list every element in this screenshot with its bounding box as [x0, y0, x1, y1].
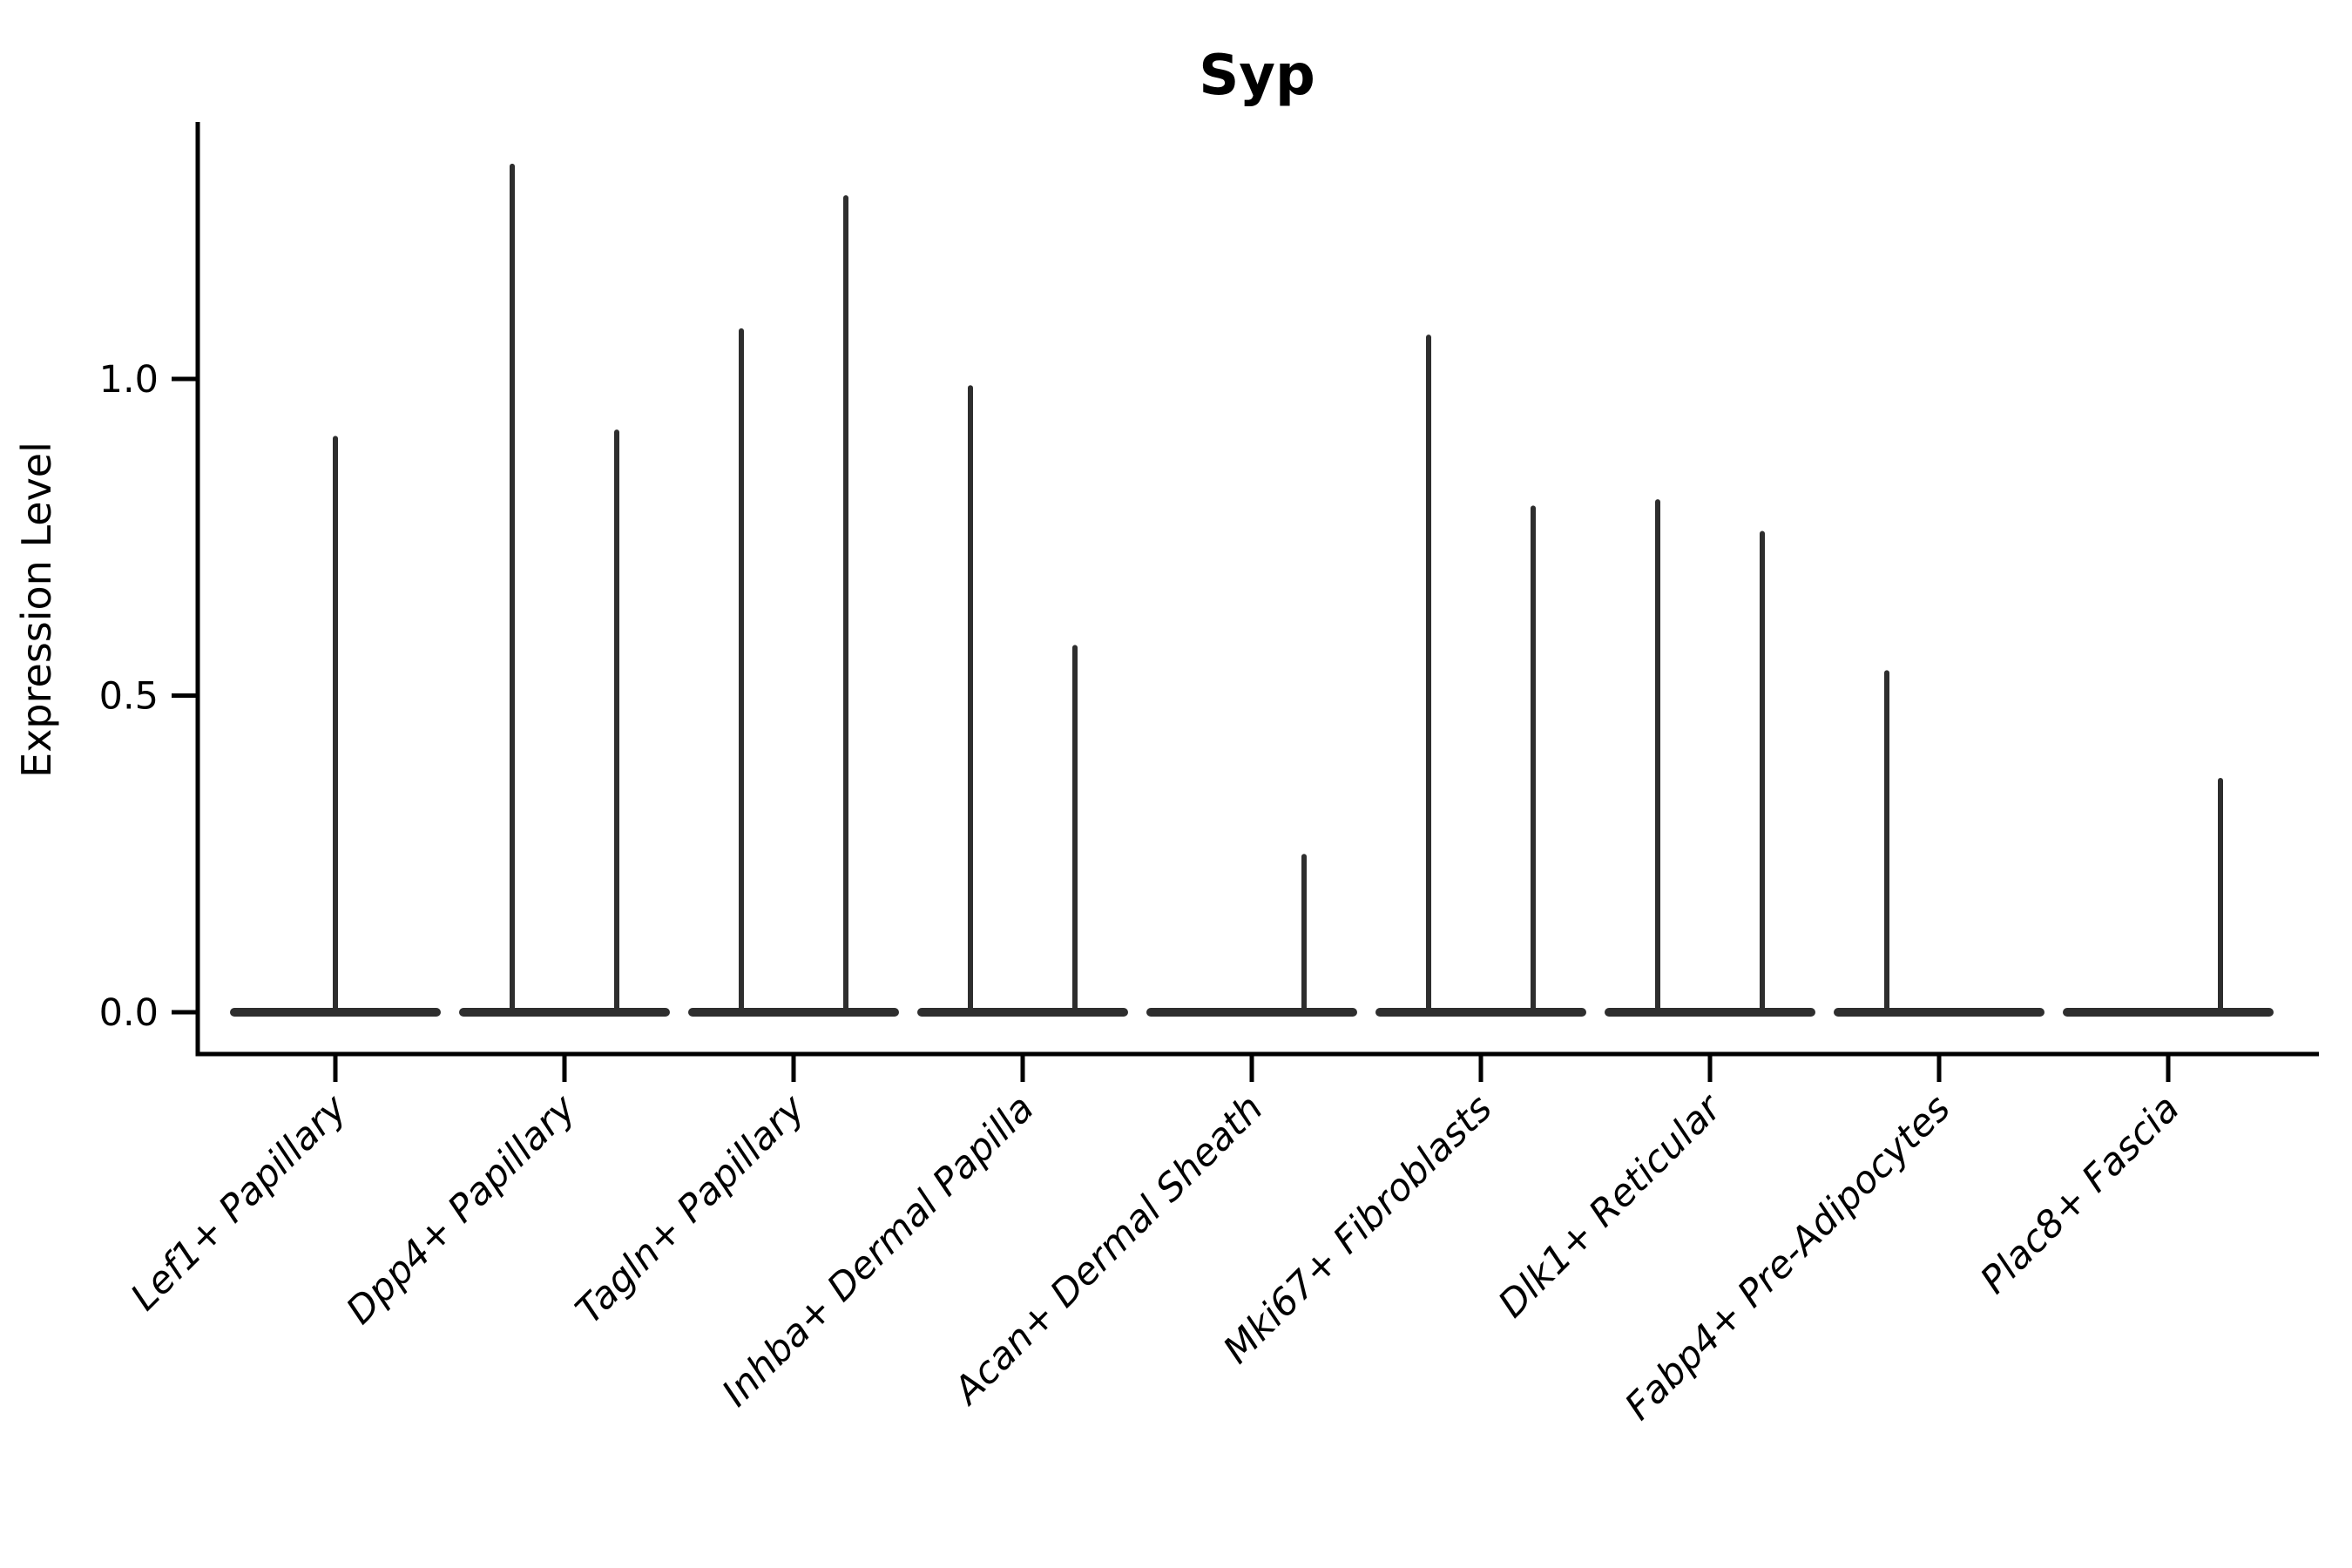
x-tick-label: Lef1+ Papillary	[123, 1086, 355, 1319]
violin-base	[917, 1008, 1128, 1017]
violin-base	[688, 1008, 899, 1017]
y-tick-label-0: 0.0	[99, 991, 159, 1035]
violin-spike	[510, 163, 515, 1017]
x-tick-label: Dlk1+ Reticular	[1490, 1085, 1732, 1327]
x-tick-label: Tagln+ Papillary	[568, 1086, 814, 1333]
violin-base	[1605, 1008, 1815, 1017]
violin-spike	[2218, 778, 2223, 1017]
y-tick-labels: 0.0 0.5 1.0	[99, 358, 159, 1035]
violin-spike	[1884, 670, 1889, 1017]
violins	[230, 163, 2274, 1017]
axis-spines	[195, 122, 2319, 1057]
y-axis-label: Expression Level	[13, 442, 60, 778]
violin-spike	[843, 195, 848, 1017]
y-tick-marks	[172, 376, 198, 1015]
violin-base	[1834, 1008, 2044, 1017]
violin-base	[459, 1008, 670, 1017]
violin-spike	[614, 429, 619, 1017]
x-tick-label: Plac8+ Fascia	[1972, 1086, 2188, 1302]
violin-spike	[1072, 645, 1078, 1017]
violin-spike	[968, 385, 973, 1017]
violin-spike	[1531, 505, 1536, 1017]
violin-base	[2063, 1008, 2274, 1017]
y-tick-label-1: 1.0	[99, 358, 159, 402]
violin-spike	[1301, 854, 1307, 1017]
violin-base	[1146, 1008, 1357, 1017]
violin-spike	[1426, 335, 1431, 1017]
x-tick-label: Dpp4+ Papillary	[338, 1086, 585, 1333]
violin-spike	[739, 328, 744, 1017]
violin-spike	[1760, 531, 1765, 1017]
x-tick-marks	[333, 1054, 2171, 1082]
chart-title: Syp	[1199, 44, 1315, 108]
y-tick-label-05: 0.5	[99, 675, 159, 719]
violin-base	[1375, 1008, 1586, 1017]
violin-spike	[333, 436, 338, 1017]
violin-spike	[1655, 499, 1660, 1017]
